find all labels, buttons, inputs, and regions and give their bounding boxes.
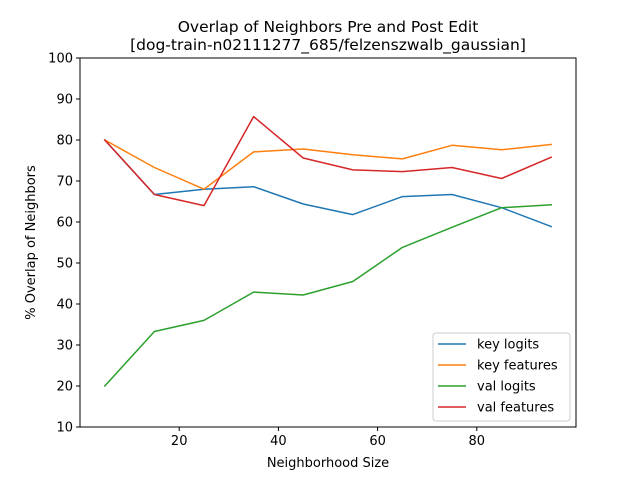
- series-line-val-logits: [103, 204, 552, 388]
- y-tick-label: 20: [56, 380, 73, 395]
- y-tick-label: 60: [56, 216, 73, 231]
- y-tick-label: 70: [56, 175, 73, 190]
- y-tick-label: 10: [56, 421, 73, 436]
- legend-label: val logits: [477, 380, 536, 395]
- series-line-key-features: [103, 138, 553, 190]
- y-tick-label: 80: [56, 134, 73, 149]
- legend-box: [432, 332, 571, 422]
- y-tick-label: 50: [56, 257, 73, 272]
- x-axis-ticks: 20 40 60 80: [171, 427, 485, 449]
- y-axis-label: % Overlap of Neighbors: [24, 165, 39, 320]
- legend-label: key logits: [477, 338, 539, 353]
- x-tick-label: 60: [369, 434, 386, 449]
- y-tick-label: 40: [56, 298, 73, 313]
- legend-label: key features: [477, 359, 558, 374]
- y-tick-label: 90: [56, 93, 73, 108]
- series-lines: [103, 115, 553, 388]
- chart-title-line1: Overlap of Neighbors Pre and Post Edit: [178, 18, 479, 36]
- x-axis-label: Neighborhood Size: [267, 456, 389, 471]
- series-line-val-features: [103, 115, 553, 207]
- chart-title-line2: [dog-train-n02111277_685/felzenszwalb_ga…: [130, 36, 526, 55]
- y-axis-ticks: 10 20 30 40 50 60 70 80 90 100: [48, 52, 80, 436]
- x-tick-label: 20: [171, 434, 188, 449]
- series-line-key-logits: [103, 138, 553, 228]
- y-tick-label: 100: [48, 52, 73, 67]
- legend-label: val features: [477, 401, 554, 416]
- plot-frame: [79, 57, 577, 428]
- x-tick-label: 40: [270, 434, 287, 449]
- y-tick-label: 30: [56, 339, 73, 354]
- x-tick-label: 80: [469, 434, 486, 449]
- legend: key logits key features val logits val feat…: [432, 332, 571, 422]
